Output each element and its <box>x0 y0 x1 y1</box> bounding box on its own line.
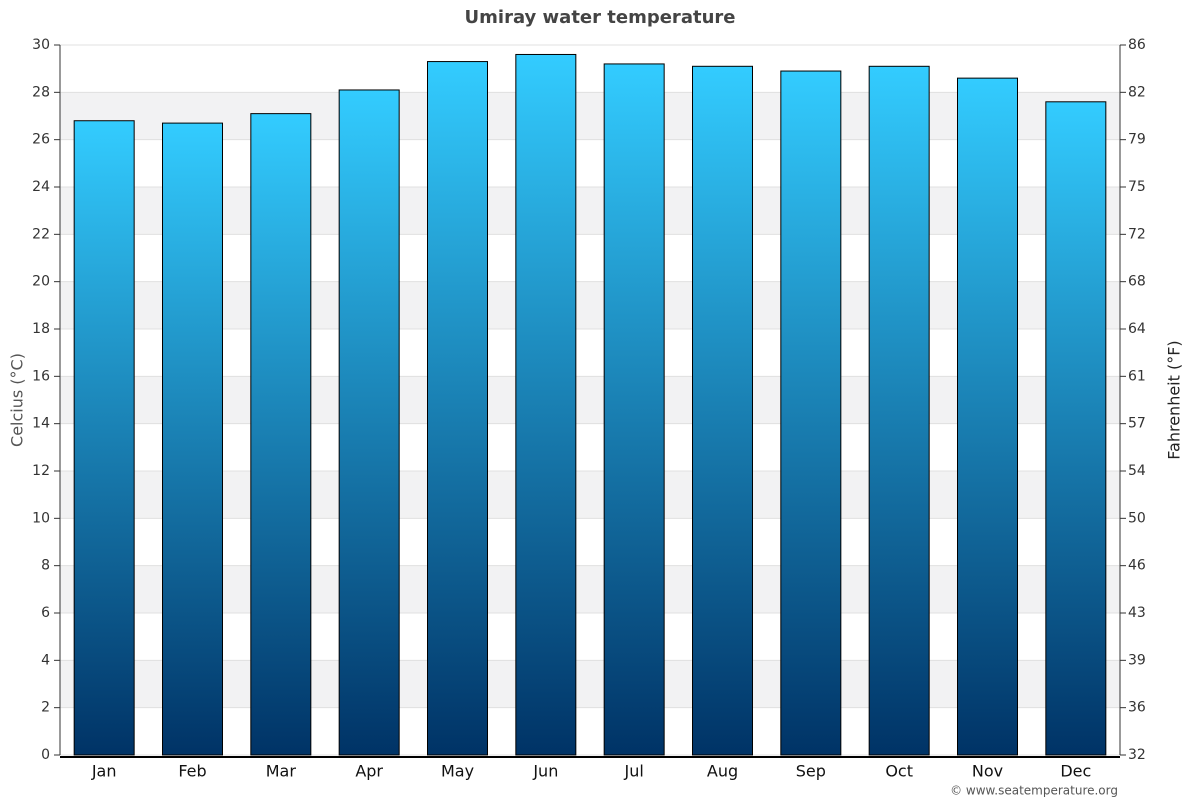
y-tick-label: 14 <box>32 416 50 432</box>
bar <box>957 77 1018 756</box>
y2-tick-label: 32 <box>1128 747 1146 763</box>
y2-tick-label: 36 <box>1128 700 1146 716</box>
x-tick-label: Apr <box>355 762 383 781</box>
y2-tick-label: 57 <box>1128 416 1146 432</box>
y2-tick-label: 54 <box>1128 463 1146 479</box>
x-tick-label: Mar <box>266 762 297 781</box>
y-tick-label: 20 <box>32 274 50 290</box>
y-tick-label: 16 <box>32 368 50 384</box>
y-tick-label: 12 <box>32 463 50 479</box>
y-tick-label: 26 <box>32 132 50 148</box>
y2-tick-label: 46 <box>1128 558 1146 574</box>
y-tick-label: 8 <box>41 558 50 574</box>
grid-band <box>60 660 1120 708</box>
credit: © www.seatemperature.org <box>950 784 1118 798</box>
y-tick-label: 28 <box>32 84 50 100</box>
bar <box>162 122 223 756</box>
bar <box>515 53 577 756</box>
grid-band <box>60 471 1120 519</box>
y2-tick-label: 64 <box>1128 321 1146 337</box>
x-tick-label: Sep <box>796 762 826 781</box>
x-tick-label: Aug <box>707 762 738 781</box>
bar <box>603 63 665 756</box>
x-tick-label: Nov <box>972 762 1003 781</box>
grid-band <box>60 565 1120 613</box>
x-tick-label: Feb <box>178 762 206 781</box>
y-tick-label: 24 <box>32 179 50 195</box>
x-tick-label: Jun <box>532 762 558 781</box>
grid-band <box>60 187 1120 235</box>
y-tick-label: 30 <box>32 37 50 53</box>
bar <box>1045 101 1107 756</box>
bar <box>250 113 312 756</box>
y-axis-label: Celcius (°C) <box>8 353 27 447</box>
y2-tick-label: 86 <box>1128 37 1146 53</box>
y2-axis-label: Fahrenheit (°F) <box>1165 340 1184 459</box>
y2-tick-label: 82 <box>1128 84 1146 100</box>
y-tick-label: 0 <box>41 747 50 763</box>
y-tick-label: 6 <box>41 605 50 621</box>
x-tick-label: Jul <box>624 762 644 781</box>
bar <box>780 70 842 756</box>
x-tick-label: Oct <box>885 762 913 781</box>
x-tick-label: May <box>441 762 474 781</box>
y2-tick-label: 79 <box>1128 132 1146 148</box>
x-tick-label: Jan <box>91 762 117 781</box>
bar <box>692 65 753 756</box>
y2-tick-label: 50 <box>1128 510 1146 526</box>
y-tick-label: 18 <box>32 321 50 337</box>
y-tick-label: 4 <box>41 652 50 668</box>
x-tick-label: Dec <box>1060 762 1091 781</box>
grid-band <box>60 92 1120 140</box>
y-tick-label: 2 <box>41 700 50 716</box>
y-tick-label: 22 <box>32 226 50 242</box>
chart-title: Umiray water temperature <box>465 7 736 28</box>
bar <box>73 120 135 756</box>
y2-tick-label: 72 <box>1128 226 1146 242</box>
grid-band <box>60 376 1120 424</box>
y2-tick-label: 75 <box>1128 179 1146 195</box>
y2-tick-label: 39 <box>1128 652 1146 668</box>
y2-tick-label: 68 <box>1128 274 1146 290</box>
y2-tick-label: 61 <box>1128 368 1146 384</box>
bar <box>868 65 930 756</box>
y-tick-label: 10 <box>32 510 50 526</box>
bar <box>338 89 400 756</box>
bar <box>427 61 488 756</box>
grid-band <box>60 281 1120 329</box>
y2-tick-label: 43 <box>1128 605 1146 621</box>
